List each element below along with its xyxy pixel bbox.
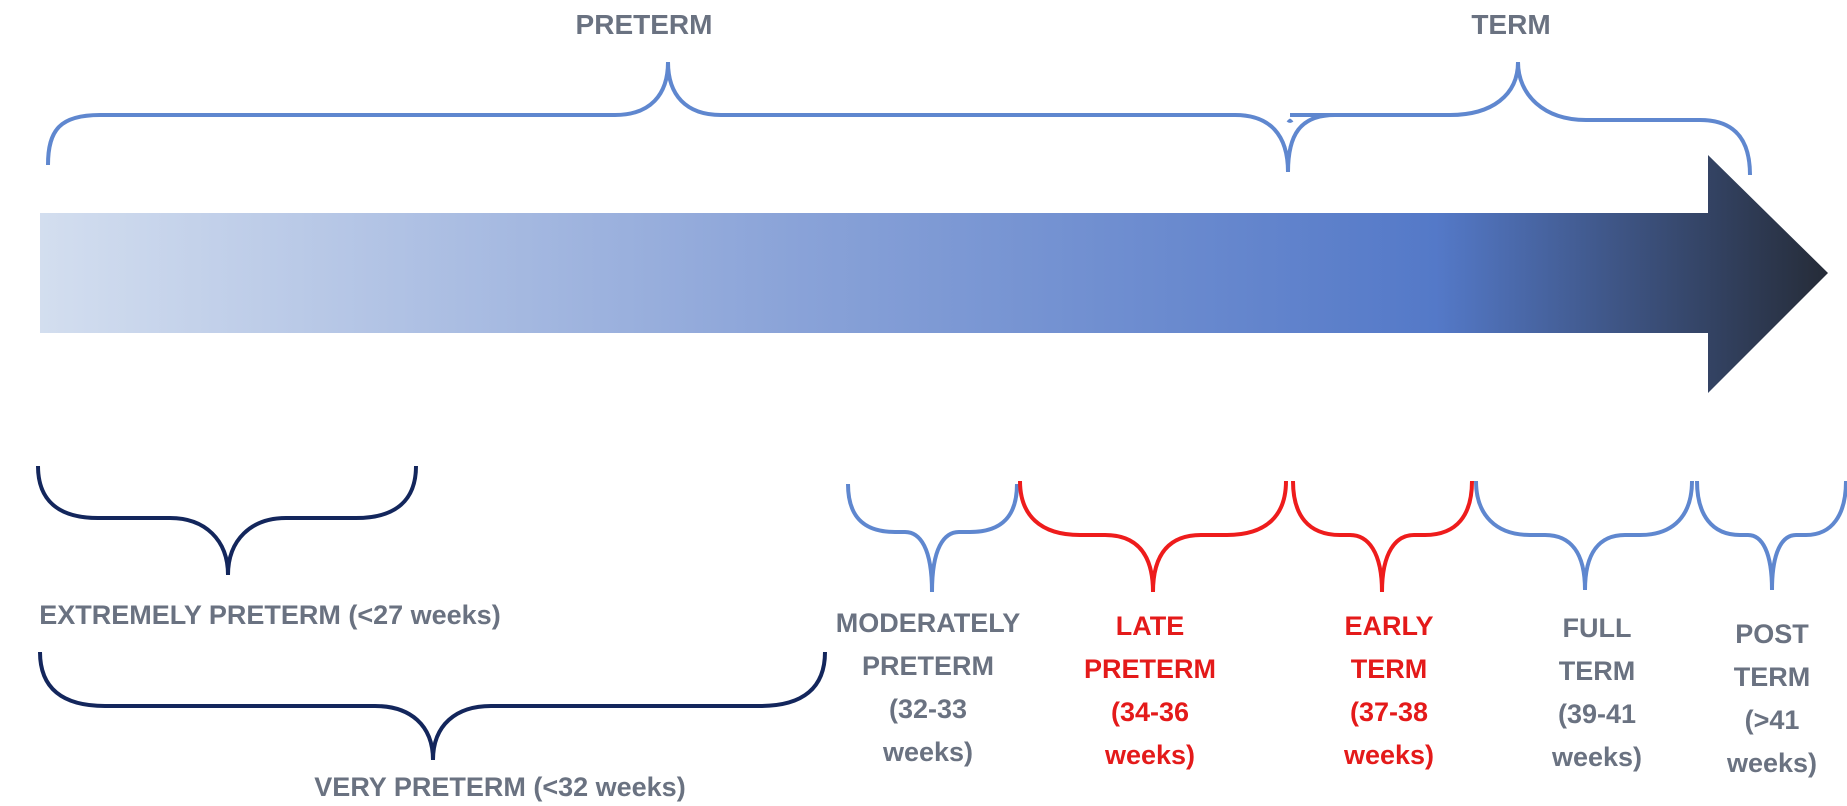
full-term-label-line: TERM [1559,656,1636,686]
early-term-label-line: EARLY [1344,611,1433,641]
late-preterm-brace [1018,480,1288,593]
late-preterm-label: LATE PRETERM (34-36 weeks) [1084,611,1216,770]
post-term-label-line: (>41 [1745,705,1800,735]
extremely-preterm-label: EXTREMELY PRETERM (<27 weeks) [39,600,500,630]
moderately-preterm-label-line: (32-33 [889,694,967,724]
preterm-top-brace [46,61,1336,173]
very-preterm-brace [38,651,827,761]
late-preterm-label-line: LATE [1116,611,1185,641]
term-top-brace [1286,61,1752,176]
post-term-brace [1695,480,1847,591]
moderately-preterm-label: MODERATELY PRETERM (32-33 weeks) [836,608,1021,767]
late-preterm-label-line: weeks) [1104,740,1195,770]
post-term-label: POST TERM (>41 weeks) [1726,619,1817,778]
early-term-label-line: TERM [1351,654,1428,684]
moderately-preterm-label-line: MODERATELY [836,608,1021,638]
very-preterm-label: VERY PRETERM (<32 weeks) [314,772,685,802]
post-term-label-line: TERM [1734,662,1811,692]
early-term-label-line: (37-38 [1350,697,1428,727]
late-preterm-label-line: (34-36 [1111,697,1189,727]
full-term-label: FULL TERM (39-41 weeks) [1551,613,1642,772]
timeline-arrow [40,155,1828,393]
moderately-preterm-label-line: PRETERM [862,651,994,681]
early-term-label: EARLY TERM (37-38 weeks) [1343,611,1434,770]
term-top-label: TERM [1471,9,1550,40]
extremely-preterm-brace [36,465,418,576]
preterm-top-label: PRETERM [576,9,713,40]
early-term-label-line: weeks) [1343,740,1434,770]
post-term-label-line: weeks) [1726,748,1817,778]
moderately-preterm-brace [846,483,1019,593]
full-term-label-line: weeks) [1551,742,1642,772]
category-labels: MODERATELY PRETERM (32-33 weeks) LATE PRETERM… [836,608,1817,778]
early-term-brace [1291,480,1474,593]
post-term-label-line: POST [1735,619,1809,649]
late-preterm-label-line: PRETERM [1084,654,1216,684]
moderately-preterm-label-line: weeks) [882,737,973,767]
full-term-label-line: (39-41 [1558,699,1636,729]
full-term-brace [1474,480,1694,591]
full-term-label-line: FULL [1563,613,1632,643]
